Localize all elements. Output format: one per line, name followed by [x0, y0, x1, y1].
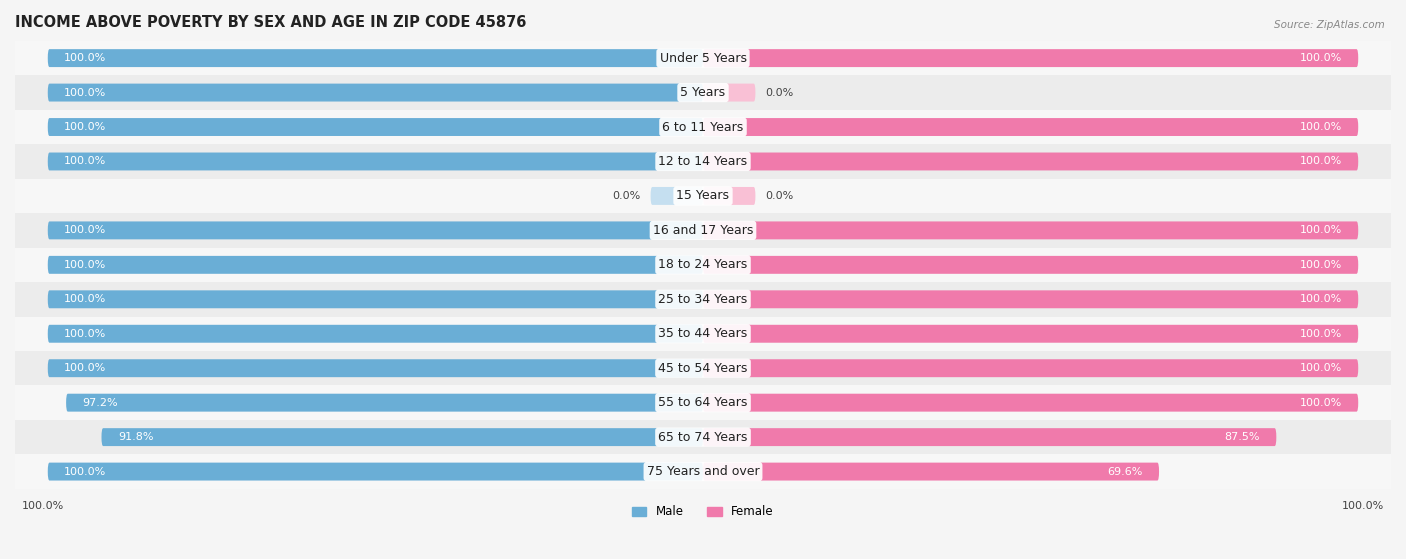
- FancyBboxPatch shape: [48, 325, 703, 343]
- FancyBboxPatch shape: [703, 256, 1358, 274]
- Text: 100.0%: 100.0%: [1299, 397, 1341, 408]
- Text: 100.0%: 100.0%: [65, 225, 107, 235]
- Text: 100.0%: 100.0%: [1299, 294, 1341, 304]
- Text: 75 Years and over: 75 Years and over: [647, 465, 759, 478]
- Text: 100.0%: 100.0%: [65, 53, 107, 63]
- FancyBboxPatch shape: [703, 394, 1358, 411]
- Text: 100.0%: 100.0%: [65, 122, 107, 132]
- FancyBboxPatch shape: [703, 118, 1358, 136]
- Text: 100.0%: 100.0%: [65, 363, 107, 373]
- Bar: [15, 454, 1391, 489]
- Bar: [15, 41, 1391, 75]
- Text: 16 and 17 Years: 16 and 17 Years: [652, 224, 754, 237]
- FancyBboxPatch shape: [703, 463, 1159, 481]
- Text: 0.0%: 0.0%: [765, 191, 793, 201]
- Text: 5 Years: 5 Years: [681, 86, 725, 99]
- Text: 87.5%: 87.5%: [1225, 432, 1260, 442]
- Legend: Male, Female: Male, Female: [627, 501, 779, 523]
- Text: 91.8%: 91.8%: [118, 432, 153, 442]
- FancyBboxPatch shape: [66, 394, 703, 411]
- Bar: [15, 179, 1391, 213]
- Bar: [15, 144, 1391, 179]
- Text: 69.6%: 69.6%: [1108, 467, 1143, 477]
- Text: 100.0%: 100.0%: [65, 260, 107, 270]
- Text: 55 to 64 Years: 55 to 64 Years: [658, 396, 748, 409]
- Bar: [15, 351, 1391, 386]
- Text: 6 to 11 Years: 6 to 11 Years: [662, 121, 744, 134]
- Bar: [15, 282, 1391, 316]
- FancyBboxPatch shape: [48, 49, 703, 67]
- Text: 100.0%: 100.0%: [1299, 225, 1341, 235]
- Bar: [15, 110, 1391, 144]
- FancyBboxPatch shape: [703, 49, 1358, 67]
- FancyBboxPatch shape: [703, 428, 1277, 446]
- Bar: [15, 420, 1391, 454]
- FancyBboxPatch shape: [48, 256, 703, 274]
- Text: 97.2%: 97.2%: [83, 397, 118, 408]
- FancyBboxPatch shape: [48, 84, 703, 102]
- Bar: [15, 75, 1391, 110]
- Text: 0.0%: 0.0%: [765, 88, 793, 98]
- Text: 100.0%: 100.0%: [65, 157, 107, 167]
- FancyBboxPatch shape: [48, 359, 703, 377]
- FancyBboxPatch shape: [48, 463, 703, 481]
- FancyBboxPatch shape: [48, 153, 703, 170]
- FancyBboxPatch shape: [101, 428, 703, 446]
- FancyBboxPatch shape: [703, 325, 1358, 343]
- Text: 100.0%: 100.0%: [65, 467, 107, 477]
- Text: 100.0%: 100.0%: [65, 88, 107, 98]
- Text: 12 to 14 Years: 12 to 14 Years: [658, 155, 748, 168]
- FancyBboxPatch shape: [651, 187, 703, 205]
- Text: 25 to 34 Years: 25 to 34 Years: [658, 293, 748, 306]
- Text: 45 to 54 Years: 45 to 54 Years: [658, 362, 748, 375]
- FancyBboxPatch shape: [48, 290, 703, 308]
- Bar: [15, 213, 1391, 248]
- Text: 100.0%: 100.0%: [65, 329, 107, 339]
- FancyBboxPatch shape: [703, 187, 755, 205]
- Text: Under 5 Years: Under 5 Years: [659, 51, 747, 65]
- Text: 100.0%: 100.0%: [1299, 122, 1341, 132]
- FancyBboxPatch shape: [703, 84, 755, 102]
- Text: 0.0%: 0.0%: [613, 191, 641, 201]
- Text: 100.0%: 100.0%: [1299, 157, 1341, 167]
- Text: 100.0%: 100.0%: [21, 501, 63, 511]
- Text: 100.0%: 100.0%: [1299, 53, 1341, 63]
- Text: 100.0%: 100.0%: [1343, 501, 1385, 511]
- Text: 100.0%: 100.0%: [1299, 329, 1341, 339]
- Text: 100.0%: 100.0%: [1299, 260, 1341, 270]
- Text: 18 to 24 Years: 18 to 24 Years: [658, 258, 748, 271]
- Bar: [15, 248, 1391, 282]
- Bar: [15, 316, 1391, 351]
- FancyBboxPatch shape: [48, 118, 703, 136]
- Bar: [15, 386, 1391, 420]
- FancyBboxPatch shape: [703, 290, 1358, 308]
- Text: INCOME ABOVE POVERTY BY SEX AND AGE IN ZIP CODE 45876: INCOME ABOVE POVERTY BY SEX AND AGE IN Z…: [15, 15, 526, 30]
- FancyBboxPatch shape: [703, 153, 1358, 170]
- FancyBboxPatch shape: [48, 221, 703, 239]
- FancyBboxPatch shape: [703, 359, 1358, 377]
- Text: 100.0%: 100.0%: [1299, 363, 1341, 373]
- Text: 35 to 44 Years: 35 to 44 Years: [658, 327, 748, 340]
- Text: 100.0%: 100.0%: [65, 294, 107, 304]
- Text: Source: ZipAtlas.com: Source: ZipAtlas.com: [1274, 20, 1385, 30]
- Text: 15 Years: 15 Years: [676, 190, 730, 202]
- FancyBboxPatch shape: [703, 221, 1358, 239]
- Text: 65 to 74 Years: 65 to 74 Years: [658, 430, 748, 444]
